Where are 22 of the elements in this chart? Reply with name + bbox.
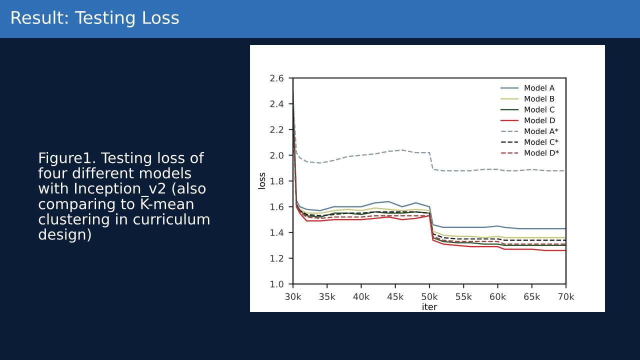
y-tick-label: 1.0 xyxy=(270,280,284,288)
y-tick-label: 2.4 xyxy=(270,100,284,108)
x-tick-label: 65k xyxy=(524,293,540,300)
x-tick-label: 55k xyxy=(456,293,472,300)
x-tick-label: 30k xyxy=(285,293,302,300)
y-tick-label: 1.4 xyxy=(270,229,284,236)
x-tick-label: 60k xyxy=(490,293,506,300)
y-tick-label: 2.6 xyxy=(270,74,284,82)
x-tick-label: 35k xyxy=(319,293,336,300)
y-tick-label: 2.2 xyxy=(270,126,284,133)
y-tick-label: 1.8 xyxy=(270,178,284,185)
x-tick-label: 40k xyxy=(353,293,370,300)
y-tick-label: 1.2 xyxy=(270,254,284,262)
text: Result: Testing Loss xyxy=(12,10,179,28)
y-tick-label: 1.6 xyxy=(270,203,284,210)
x-tick-label: 70k xyxy=(558,293,574,300)
x-tick-label: 50k xyxy=(422,293,438,300)
x-tick-label: 45k xyxy=(387,293,404,300)
caption: Figure1. Testing loss of four different models with Inception_v2 (also comparing to K-mean clustering in curriculum design) xyxy=(38,152,210,243)
x-axis-title: iter xyxy=(422,303,438,310)
y-tick-label: 2.0 xyxy=(270,152,284,159)
y-axis-title: loss xyxy=(258,172,266,189)
